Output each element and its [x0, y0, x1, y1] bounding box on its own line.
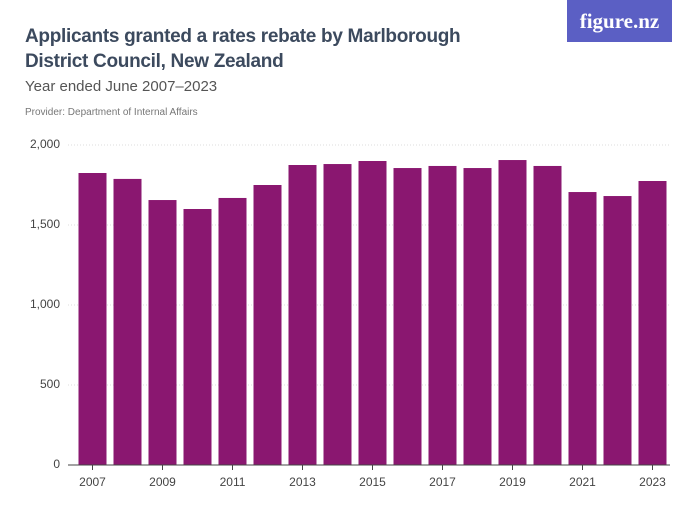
x-tick-label: 2019 — [499, 475, 526, 489]
x-tick-label: 2021 — [569, 475, 596, 489]
y-tick-label: 2,000 — [30, 137, 60, 151]
bar — [183, 209, 212, 465]
bar — [358, 161, 387, 465]
bar — [428, 165, 457, 465]
bar — [323, 164, 352, 466]
provider: Provider: Department of Internal Affairs — [25, 107, 198, 118]
bar — [638, 181, 667, 465]
y-tick-label: 0 — [53, 457, 60, 471]
bar — [463, 168, 492, 466]
bar — [498, 160, 527, 466]
x-tick-label: 2017 — [429, 475, 456, 489]
x-tick-label: 2013 — [289, 475, 316, 489]
bar — [113, 178, 142, 466]
chart-title: Applicants granted a rates rebate by Mar… — [25, 26, 461, 72]
bar — [148, 200, 177, 466]
bar — [78, 173, 107, 465]
bar — [288, 165, 317, 465]
x-tick-label: 2011 — [220, 475, 246, 489]
y-tick-label: 1,500 — [30, 217, 60, 231]
bar — [603, 196, 632, 466]
x-tick-label: 2015 — [359, 475, 386, 489]
bar — [568, 192, 597, 466]
y-tick-label: 500 — [40, 377, 60, 391]
x-tick-label: 2009 — [149, 475, 176, 489]
bar — [533, 165, 562, 465]
bar — [253, 185, 282, 465]
chart-subtitle: Year ended June 2007–2023 — [25, 78, 218, 95]
x-tick-label: 2023 — [639, 475, 666, 489]
bar — [218, 197, 247, 465]
y-tick-label: 1,000 — [30, 297, 60, 311]
logo[interactable]: figure.nz — [567, 0, 672, 42]
x-tick-label: 2007 — [79, 475, 106, 489]
bar — [393, 168, 422, 466]
